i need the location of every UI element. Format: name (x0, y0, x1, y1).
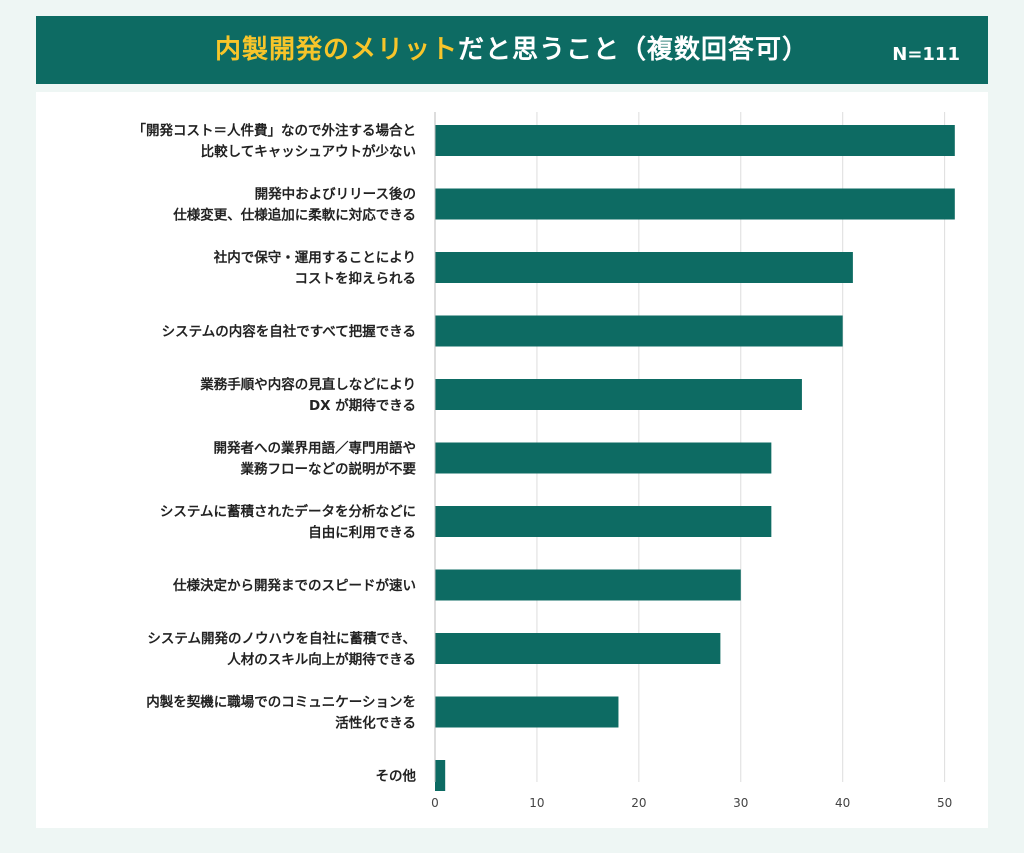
category-label: その他 (376, 768, 417, 785)
chart-header: 内製開発のメリットだと思うこと（複数回答可） N=111 (36, 16, 988, 84)
chart-title-highlight: 内製開発のメリット (214, 35, 458, 65)
bar (435, 188, 955, 220)
category-label: 仕様変更、仕様追加に柔軟に対応できる (172, 207, 416, 224)
x-tick-label: 0 (431, 796, 439, 810)
category-label: システムの内容を自社ですべて把握できる (162, 323, 416, 340)
category-label: 自由に利用できる (308, 524, 416, 541)
category-label: 比較してキャッシュアウトが少ない (201, 143, 416, 160)
x-tick-label: 30 (733, 796, 748, 810)
sample-size-label: N=111 (892, 44, 960, 65)
bar (435, 252, 853, 283)
x-tick-label: 10 (529, 796, 544, 810)
x-tick-label: 50 (937, 796, 952, 810)
category-label: 活性化できる (335, 715, 416, 732)
bar-chart: 0 10 20 30 40 50 「開発コスト＝人件費」なので外注する場合と比較してキャッシ… (133, 112, 955, 810)
category-label: 社内で保守・運用することにより (213, 249, 416, 266)
bar (435, 760, 446, 791)
chart-title: 内製開発のメリットだと思うこと（複数回答可） (36, 16, 988, 84)
bar (435, 696, 619, 728)
category-label: 人材のスキル向上が期待できる (227, 651, 416, 668)
bar (435, 442, 772, 474)
category-label: DX が期待できる (309, 397, 416, 414)
category-label: 内製を契機に職場でのコミュニケーションを (146, 694, 416, 711)
category-label: 業務手順や内容の見直しなどにより (199, 376, 416, 393)
category-label: 開発者への業界用語／専門用語や (214, 440, 417, 457)
x-tick-label: 40 (835, 796, 850, 810)
bar (435, 125, 955, 156)
bar (435, 569, 741, 601)
chart-title-rest: だと思うこと（複数回答可） (458, 35, 810, 65)
category-label: 「開発コスト＝人件費」なので外注する場合と (133, 122, 417, 139)
chart-panel: 0 10 20 30 40 50 「開発コスト＝人件費」なので外注する場合と比較してキャッシ… (36, 92, 988, 828)
category-label: 業務フローなどの説明が不要 (240, 461, 417, 478)
category-label: 仕様決定から開発までのスピードが速い (172, 577, 416, 594)
category-label: 開発中およびリリース後の (255, 186, 416, 203)
bar (435, 379, 802, 410)
bar (435, 506, 772, 537)
x-tick-label: 20 (631, 796, 646, 810)
bar (435, 315, 843, 347)
bar (435, 633, 721, 664)
category-label: システム開発のノウハウを自社に蓄積でき、 (147, 630, 416, 647)
category-label: コストを抑えられる (295, 270, 417, 287)
category-label: システムに蓄積されたデータを分析などに (160, 503, 416, 520)
